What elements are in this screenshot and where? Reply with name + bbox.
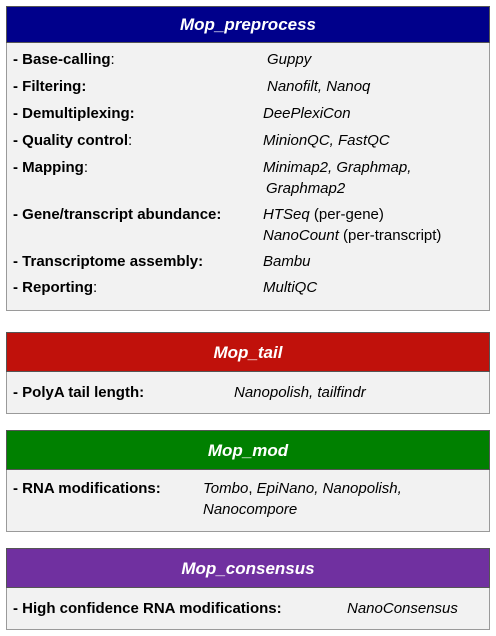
row-quality-control: - Quality control:	[13, 132, 133, 149]
row-reporting: - Reporting:	[13, 279, 98, 296]
consensus-header: Mop_consensus	[6, 548, 490, 588]
tail-header: Mop_tail	[6, 332, 490, 372]
tail-title: Mop_tail	[213, 342, 283, 362]
row-mapping: - Mapping:	[13, 159, 88, 176]
row-demultiplexing: - Demultiplexing:	[13, 105, 135, 122]
mod-title: Mop_mod	[207, 440, 289, 460]
row-tools-cont: Graphmap2	[266, 180, 346, 197]
row-transcriptome-assembly: - Transcriptome assembly:	[13, 253, 204, 270]
row-tools: MinionQC, FastQC	[263, 132, 390, 149]
consensus-title: Mop_consensus	[181, 558, 315, 578]
row-base-calling: - Base-calling:	[13, 51, 115, 69]
row-label: - Base-calling:	[13, 51, 115, 68]
row-gene-transcript-abundance: - Gene/transcript abundance:	[13, 206, 222, 223]
tail-block: Mop_tail - PolyA tail length: Nanopolish…	[6, 332, 490, 414]
row-tools: Nanopolish, tailfindr	[234, 384, 366, 401]
row-tools-cont: Nanocompore	[203, 501, 298, 518]
mod-block: Mop_mod - RNA modifications: Tombo, EpiN…	[6, 430, 490, 532]
mod-panel: - RNA modifications: Tombo, EpiNano, Nan…	[6, 470, 490, 532]
consensus-block: Mop_consensus - High confidence RNA modi…	[6, 548, 490, 630]
preprocess-header: Mop_preprocess	[6, 6, 490, 43]
row-tools: DeePlexiCon	[263, 105, 351, 122]
row-rna-modifications: - RNA modifications:	[13, 480, 161, 497]
row-high-confidence-rna-modifications: - High confidence RNA modifications:	[13, 600, 282, 617]
row-tools: Guppy	[267, 51, 312, 68]
consensus-panel: - High confidence RNA modifications: Nan…	[6, 588, 490, 630]
row-filtering: - Filtering:	[13, 78, 87, 95]
row-polya-tail-length: - PolyA tail length:	[13, 384, 145, 401]
preprocess-title: Mop_preprocess	[179, 15, 317, 34]
row-tools: Minimap2, Graphmap,	[263, 159, 412, 176]
row-tools: Tombo, EpiNano, Nanopolish,	[203, 480, 402, 497]
mod-header: Mop_mod	[6, 430, 490, 470]
row-tools: Nanofilt, Nanoq	[267, 78, 371, 95]
row-tools: HTSeq (per-gene)	[263, 206, 384, 223]
row-tools: MultiQC	[263, 279, 318, 296]
preprocess-block: Mop_preprocess - Base-calling: Guppy - F…	[6, 6, 490, 311]
tail-panel: - PolyA tail length: Nanopolish, tailfin…	[6, 372, 490, 414]
row-tools: Bambu	[263, 253, 311, 270]
row-tools: NanoConsensus	[347, 600, 458, 617]
row-tools-cont: NanoCount (per-transcript)	[263, 227, 442, 244]
preprocess-panel: - Base-calling: Guppy - Filtering: Nanof…	[6, 43, 490, 311]
